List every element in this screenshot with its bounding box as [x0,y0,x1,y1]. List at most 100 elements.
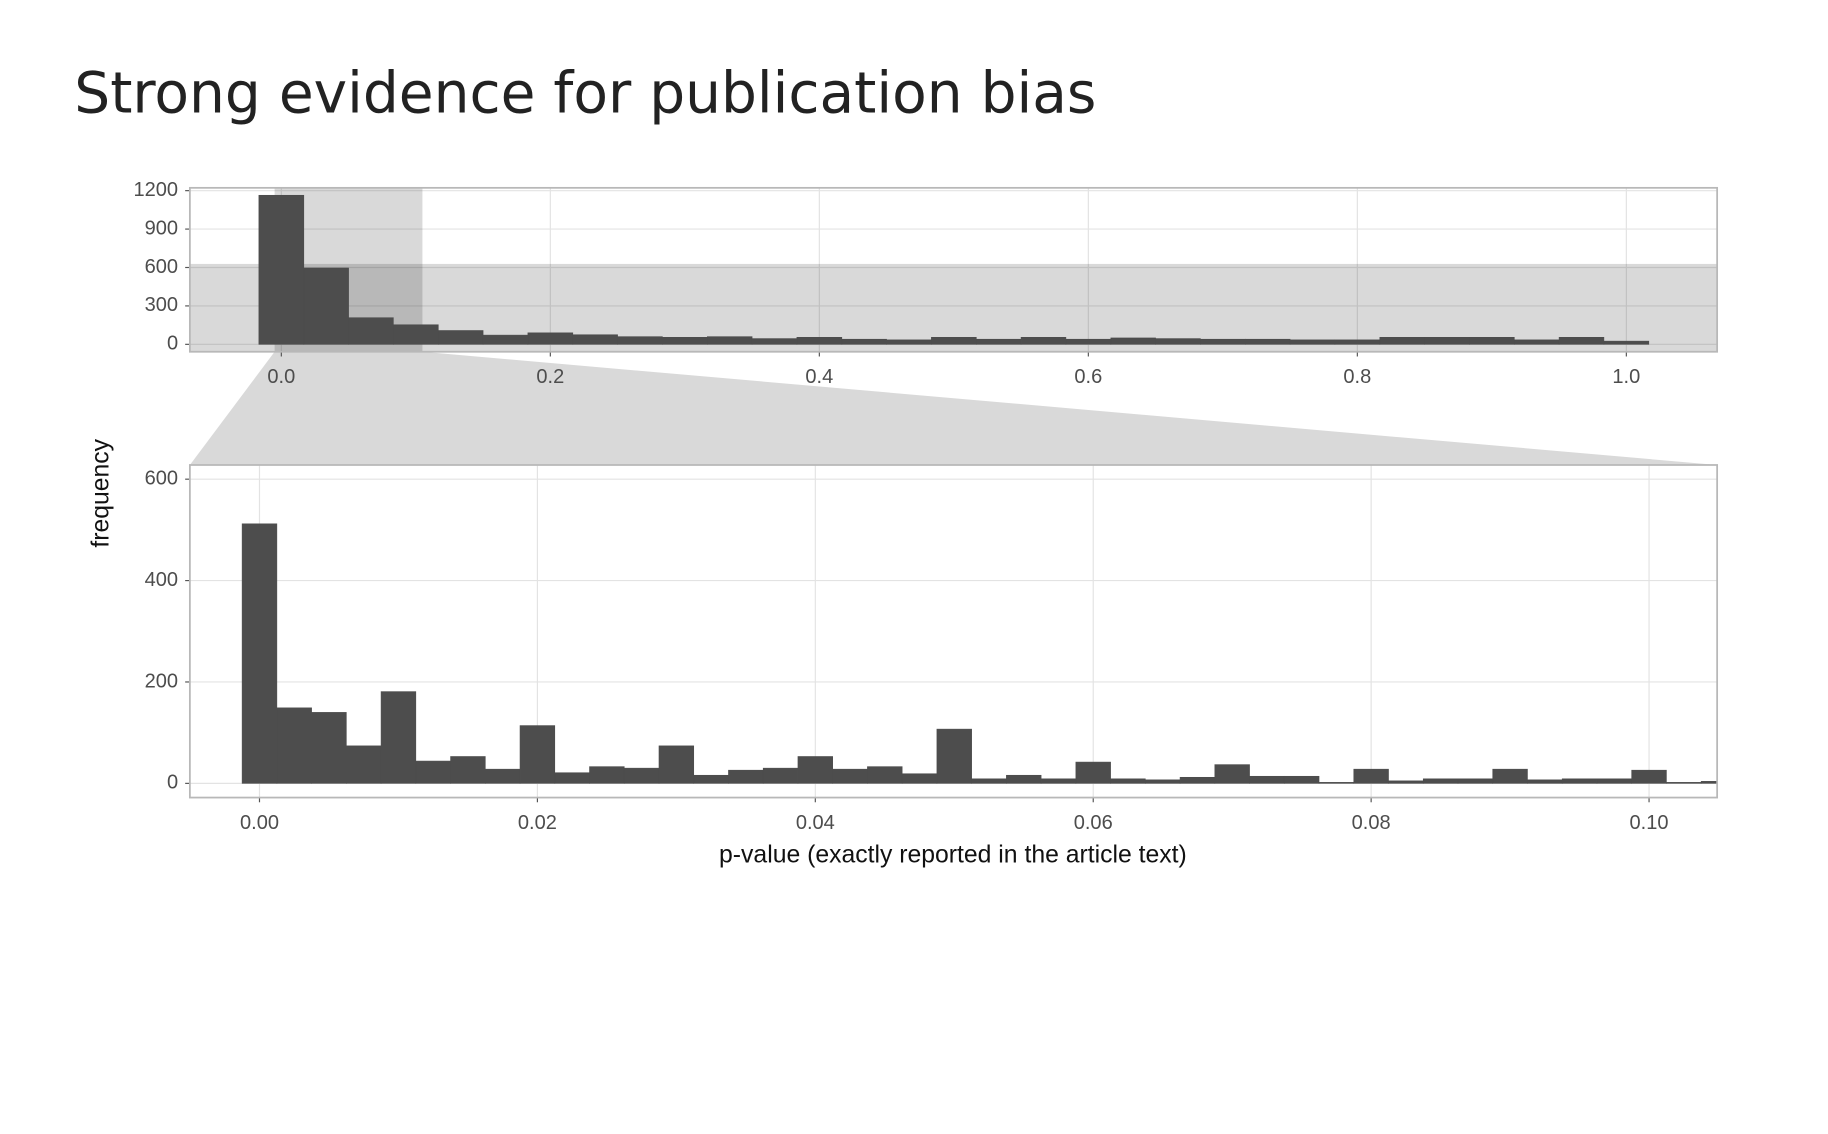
x-tick-label: 0.02 [518,812,557,834]
histogram-bar [1631,769,1667,784]
histogram-bar [886,339,932,345]
histogram-bar [1075,761,1111,784]
histogram-bar [276,707,312,784]
histogram-bar [901,773,938,784]
histogram-bar [1249,775,1285,784]
histogram-bar [348,317,394,345]
histogram-bar [1457,778,1494,784]
histogram-bar [728,769,764,784]
x-tick-label: 0.04 [796,812,835,834]
histogram-bar [311,712,347,784]
histogram-bar [1514,339,1560,345]
x-tick-label: 0.06 [1074,812,1113,834]
y-tick-label: 400 [145,569,178,591]
histogram-bar [658,745,695,784]
x-tick-label: 0.2 [536,366,564,388]
histogram-bar [762,767,799,784]
histogram-bar [1666,782,1702,784]
histogram-bar [450,756,486,784]
histogram-bar [1492,768,1528,784]
histogram-bar [1006,774,1042,784]
histogram-bar [1179,776,1216,784]
histogram-bar [380,691,417,784]
panel: 0 200 400 600 0.00 0.02 0.04 0.06 0.08 0.10 [145,464,1719,834]
y-tick-label: 600 [145,467,178,489]
x-tick-label: 0.08 [1352,812,1391,834]
histogram-bar [1040,778,1077,784]
y-tick-label: 0 [167,333,178,355]
histogram-bar [1283,775,1320,784]
x-tick-label: 0.0 [267,366,295,388]
histogram-bar [832,768,868,784]
y-tick-label: 300 [145,294,178,316]
x-axis-label: p-value (exactly reported in the article… [719,841,1187,868]
histogram-bar [1214,764,1250,784]
panel: 0 300 600 900 1200 0.0 0.2 0.4 0.6 0.8 1.0 [134,179,1719,388]
histogram-bar [346,745,382,784]
histogram-bar [976,338,1022,345]
histogram-bar [1065,338,1112,345]
histogram-bar [1561,778,1598,784]
zoom-link [189,351,1718,465]
histogram-bar [258,194,305,345]
histogram-bar [241,523,278,784]
histogram-bar [393,324,439,345]
panel-frame [188,464,1719,799]
histogram-bar [1110,778,1146,784]
histogram-bar [796,337,843,345]
page-title: Strong evidence for publication bias [74,60,1096,126]
histogram-bar [1422,778,1459,784]
histogram-bar [797,756,833,784]
panel-frame [188,186,1719,353]
histogram-bar [1469,337,1515,345]
histogram-bar [1424,337,1470,345]
histogram-bar [936,728,972,784]
bars [241,523,1718,784]
histogram-bar [1020,337,1067,345]
histogram-bar [1527,779,1563,784]
histogram-bar [485,768,521,784]
x-tick-label: 0.4 [805,366,833,388]
histogram-bar [589,766,625,784]
histogram-bar [1110,337,1156,345]
histogram-bar [303,267,349,345]
histogram-bar [971,778,1007,784]
y-axis-label: frequency [88,438,115,547]
histogram-bar [1596,778,1632,784]
histogram-bar [519,725,556,784]
histogram-bar [841,338,887,345]
y-tick-label: 900 [145,217,178,239]
panel-background [189,187,1718,352]
histogram-bar [1334,339,1381,345]
histogram-bar [415,760,451,784]
charts: 0 300 600 900 1200 0.0 0.2 0.4 0.6 0.8 1.0 0 200 400 6… [134,179,1719,834]
x-tick-label: 0.8 [1343,366,1371,388]
histogram-bar [572,334,618,345]
histogram-bar [1603,340,1650,345]
histogram-bar [751,338,798,345]
histogram-bar [482,334,529,345]
histogram-bar [662,337,708,345]
bars [258,194,1650,345]
histogram-bar [1200,338,1246,345]
y-tick-label: 0 [167,772,178,794]
histogram-bar [1289,339,1336,345]
histogram-bar [693,774,729,784]
histogram-bar [1318,782,1355,784]
histogram-bar [1245,338,1291,345]
histogram-bar [1353,768,1389,784]
x-tick-label: 1.0 [1612,366,1640,388]
histogram-bar [1145,779,1181,784]
histogram-bar [867,766,903,784]
histogram-bar [554,772,590,784]
histogram-bar [931,337,977,345]
histogram-bar [617,336,663,345]
x-tick-label: 0.6 [1074,366,1102,388]
histogram-bar [707,336,753,345]
histogram-bar [1379,337,1425,345]
x-tick-label: 0.10 [1630,812,1669,834]
histogram-bar [438,330,484,345]
histogram-bar [623,767,660,784]
histogram-bar [1700,781,1718,784]
